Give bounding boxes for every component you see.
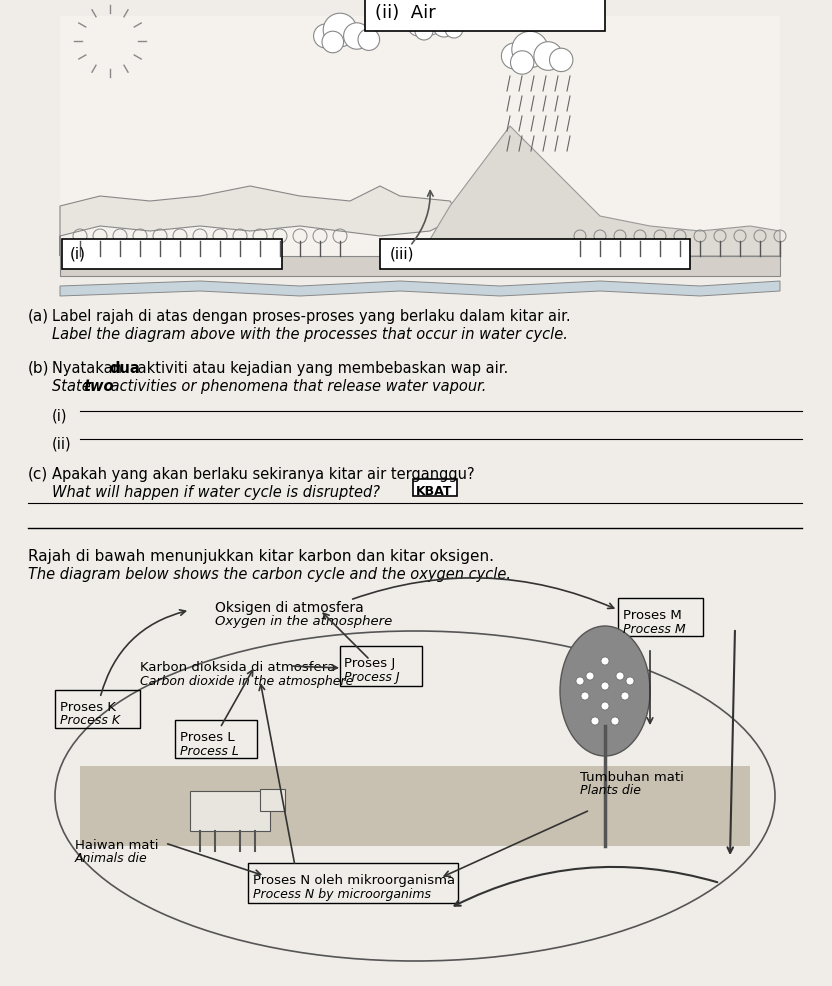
Bar: [60, 17, 780, 256]
Circle shape: [581, 692, 589, 700]
Text: (iii): (iii): [390, 246, 414, 261]
Circle shape: [591, 717, 599, 726]
Text: Process M: Process M: [623, 622, 686, 635]
Circle shape: [445, 21, 463, 39]
Text: Label rajah di atas dengan proses-proses yang berlaku dalam kitar air.: Label rajah di atas dengan proses-proses…: [52, 309, 571, 323]
Text: Process J: Process J: [344, 670, 399, 683]
Text: Rajah di bawah menunjukkan kitar karbon dan kitar oksigen.: Rajah di bawah menunjukkan kitar karbon …: [28, 548, 494, 563]
Text: Animals die: Animals die: [75, 851, 148, 864]
Text: Plants die: Plants die: [580, 783, 641, 796]
Polygon shape: [60, 186, 460, 256]
Text: (ii)  Air: (ii) Air: [375, 4, 436, 22]
Circle shape: [601, 702, 609, 710]
Circle shape: [534, 42, 562, 71]
Circle shape: [549, 49, 573, 73]
Text: Process K: Process K: [60, 713, 120, 727]
Circle shape: [586, 672, 594, 680]
Text: Process N by microorganims: Process N by microorganims: [253, 887, 431, 900]
Text: Proses K: Proses K: [60, 700, 116, 713]
Text: two: two: [83, 379, 113, 393]
Circle shape: [611, 717, 619, 726]
Text: Oxygen in the atmosphere: Oxygen in the atmosphere: [215, 614, 392, 627]
Text: Label the diagram above with the processes that occur in water cycle.: Label the diagram above with the process…: [52, 326, 568, 342]
Circle shape: [433, 16, 455, 38]
Bar: [62, 240, 282, 270]
Circle shape: [323, 14, 357, 47]
Circle shape: [616, 672, 624, 680]
Text: Karbon dioksida di atmosfera: Karbon dioksida di atmosfera: [140, 661, 335, 673]
Bar: [618, 599, 703, 636]
Text: activities or phenomena that release water vapour.: activities or phenomena that release wat…: [106, 379, 487, 393]
Text: The diagram below shows the carbon cycle and the oxygen cycle.: The diagram below shows the carbon cycle…: [28, 566, 511, 582]
Bar: [248, 863, 458, 903]
Text: What will happen if water cycle is disrupted?: What will happen if water cycle is disru…: [52, 484, 384, 500]
Circle shape: [512, 33, 548, 69]
Text: (i): (i): [52, 408, 67, 424]
Circle shape: [322, 33, 344, 54]
Text: (b): (b): [28, 361, 49, 376]
Text: Process L: Process L: [180, 744, 239, 757]
Bar: [190, 791, 270, 831]
Text: Apakah yang akan berlaku sekiranya kitar air terganggu?: Apakah yang akan berlaku sekiranya kitar…: [52, 466, 474, 481]
Circle shape: [358, 30, 379, 51]
Bar: [260, 789, 285, 811]
Bar: [80, 766, 750, 846]
Bar: [365, 0, 605, 32]
Circle shape: [621, 692, 629, 700]
Circle shape: [314, 25, 338, 49]
Circle shape: [626, 677, 634, 685]
Text: Carbon dioxide in the atmosphere: Carbon dioxide in the atmosphere: [140, 674, 354, 687]
Bar: [340, 647, 422, 686]
Text: Haiwan mati: Haiwan mati: [75, 838, 159, 851]
Text: (c): (c): [28, 466, 48, 481]
Circle shape: [416, 8, 444, 35]
Text: aktiviti atau kejadian yang membebaskan wap air.: aktiviti atau kejadian yang membebaskan …: [133, 361, 508, 376]
Polygon shape: [60, 256, 780, 277]
Circle shape: [601, 682, 609, 690]
Text: KBAT: KBAT: [416, 484, 453, 498]
Text: Tumbuhan mati: Tumbuhan mati: [580, 770, 684, 783]
Text: Proses M: Proses M: [623, 608, 681, 621]
Text: (ii): (ii): [52, 437, 72, 452]
Text: dua: dua: [109, 361, 140, 376]
Circle shape: [511, 51, 534, 75]
Polygon shape: [60, 282, 780, 297]
Text: Proses L: Proses L: [180, 731, 235, 743]
Text: Nyatakan: Nyatakan: [52, 361, 126, 376]
Text: (i): (i): [70, 246, 86, 261]
Text: State: State: [52, 379, 96, 393]
Circle shape: [415, 23, 433, 41]
Circle shape: [408, 17, 428, 36]
Bar: [175, 720, 257, 758]
Bar: [380, 240, 690, 270]
Text: Oksigen di atmosfera: Oksigen di atmosfera: [215, 600, 364, 614]
Circle shape: [502, 44, 527, 70]
Text: Proses J: Proses J: [344, 657, 395, 669]
Text: Proses N oleh mikroorganisma: Proses N oleh mikroorganisma: [253, 874, 455, 886]
Text: (a): (a): [28, 309, 49, 323]
Circle shape: [576, 677, 584, 685]
Bar: [413, 479, 457, 497]
Ellipse shape: [560, 626, 650, 756]
Circle shape: [344, 24, 370, 50]
Bar: [55, 690, 140, 729]
Polygon shape: [420, 127, 780, 256]
Circle shape: [601, 658, 609, 666]
